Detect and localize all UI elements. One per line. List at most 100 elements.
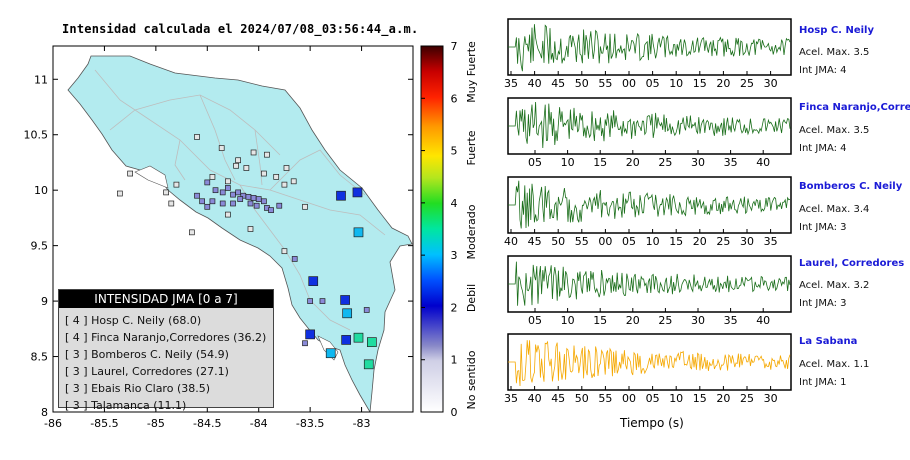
seismogram-trace (508, 101, 791, 149)
map-xtick-label: -86 (44, 417, 62, 430)
seismogram-tick-label: 35 (724, 156, 738, 169)
seismogram-tick-label: 30 (740, 235, 754, 248)
legend-row: [ 3 ] Ebais Rio Claro (38.5) (65, 382, 211, 395)
seismogram-tick-label: 05 (528, 314, 542, 327)
trace-acel-max: Acel. Max. 3.4 (799, 204, 870, 215)
station-marker (209, 198, 216, 205)
trace-acel-max: Acel. Max. 3.5 (799, 47, 870, 58)
station-marker (247, 200, 254, 207)
map-xtick-label: -84 (250, 417, 268, 430)
station-marker (250, 195, 257, 201)
station-marker (235, 157, 241, 164)
seismogram-tick-label: 55 (598, 77, 612, 90)
station-marker (163, 189, 169, 196)
page-title: Intensidad calculada el 2024/07/08_03:56… (62, 22, 419, 36)
trace-station-name: Laurel, Corredores (799, 258, 905, 269)
station-marker (302, 340, 308, 347)
seismogram-tick-label: 15 (593, 156, 607, 169)
seismogram-tick-label: 45 (551, 77, 565, 90)
seismogram-tick-label: 00 (622, 392, 636, 405)
intensity-legend: INTENSIDAD JMA [0 a 7] [ 4 ] Hosp C. Nei… (58, 289, 274, 412)
seismogram-tick-label: 25 (740, 392, 754, 405)
station-marker (352, 187, 363, 198)
station-marker (218, 145, 225, 151)
seismogram-tick-label: 50 (575, 77, 589, 90)
seismogram-tick-label: 10 (669, 77, 683, 90)
station-marker (367, 337, 377, 347)
seismogram-tick-label: 55 (598, 392, 612, 405)
trace-int-jma: Int JMA: 1 (799, 377, 847, 388)
station-marker (283, 165, 290, 171)
colorbar-label: No sentido (465, 350, 478, 409)
station-marker (307, 298, 313, 304)
seismogram-tick-label: 35 (504, 392, 518, 405)
station-markers (117, 134, 377, 370)
station-marker (261, 198, 267, 205)
station-marker (325, 348, 336, 359)
station-marker (237, 196, 244, 202)
colorbar-tick-label: 1 (451, 354, 458, 367)
map-ytick-label: 10 (34, 184, 48, 197)
seismogram-tick-label: 20 (716, 392, 730, 405)
station-marker (247, 226, 254, 232)
seismogram-frame (507, 255, 792, 313)
map-ytick-label: 8 (41, 406, 48, 419)
seismogram-tick-label: 05 (622, 235, 636, 248)
station-marker (235, 189, 241, 196)
colorbar-ticks: 0 1 2 3 4 5 6 7 (421, 40, 458, 419)
trace-station-name: La Sabana (799, 336, 858, 347)
station-marker (189, 229, 195, 236)
station-marker (199, 198, 205, 205)
seismogram-tick-label: 05 (646, 77, 660, 90)
trace-int-jma: Int JMA: 4 (799, 143, 847, 154)
station-marker (173, 181, 180, 188)
station-marker (204, 179, 211, 186)
station-marker (255, 196, 262, 202)
seismogram-trace (508, 180, 791, 229)
seismogram-tick-label: 20 (626, 314, 640, 327)
seismogram-tick-label: 15 (669, 235, 683, 248)
station-marker (230, 200, 236, 207)
seismogram-trace (508, 340, 791, 387)
colorbar-tick-label: 4 (451, 197, 458, 210)
station-marker (281, 181, 288, 188)
seismogram-tick-label: 45 (551, 392, 565, 405)
legend-row: [ 3 ] Laurel, Corredores (27.1) (65, 365, 229, 378)
road-network (94, 69, 386, 331)
seismogram-tick-label: 25 (716, 235, 730, 248)
colorbar-tick-label: 6 (451, 92, 458, 105)
station-marker (194, 134, 200, 140)
station-marker (291, 256, 298, 262)
seismogram-tick-label: 25 (740, 77, 754, 90)
station-marker (290, 178, 297, 185)
seismogram-tick-label: 35 (724, 314, 738, 327)
station-marker (243, 165, 250, 171)
trace-acel-max: Acel. Max. 3.2 (799, 280, 870, 291)
colorbar-tick-label: 7 (451, 40, 458, 53)
colorbar-labels: No sentido Debil Moderado Fuerte Muy Fuerte (465, 41, 478, 410)
station-marker (127, 170, 133, 177)
station-marker (245, 193, 252, 200)
seismogram-tick-label: 50 (575, 392, 589, 405)
map-axes: -86 -85.5 -85 -84.5 -84 -83.5 -83 11 10.5 10 9.5 9 8… (24, 46, 413, 430)
map-ytick-label: 9 (41, 295, 48, 308)
seismogram-tick-label: 00 (622, 77, 636, 90)
nicoya-gulf (134, 165, 169, 189)
map-xtick-label: -83 (353, 417, 371, 430)
colorbar-tick-label: 2 (451, 301, 458, 314)
seismogram-tick-label: 00 (598, 235, 612, 248)
station-marker (230, 191, 236, 198)
station-marker (305, 329, 315, 340)
seismogram-tick-label: 20 (693, 235, 707, 248)
map-ytick-label: 11 (34, 73, 48, 86)
station-marker (225, 185, 231, 191)
trace-station-name: Bomberos C. Neily (799, 181, 903, 192)
legend-row: [ 4 ] Hosp C. Neily (68.0) (65, 314, 202, 327)
station-marker (264, 151, 270, 158)
seismogram-tick-label: 40 (528, 392, 542, 405)
colorbar-label: Muy Fuerte (465, 41, 478, 103)
seismogram-tick-label: 20 (716, 77, 730, 90)
station-marker (319, 298, 326, 304)
station-marker (261, 170, 267, 177)
station-marker (268, 207, 274, 213)
